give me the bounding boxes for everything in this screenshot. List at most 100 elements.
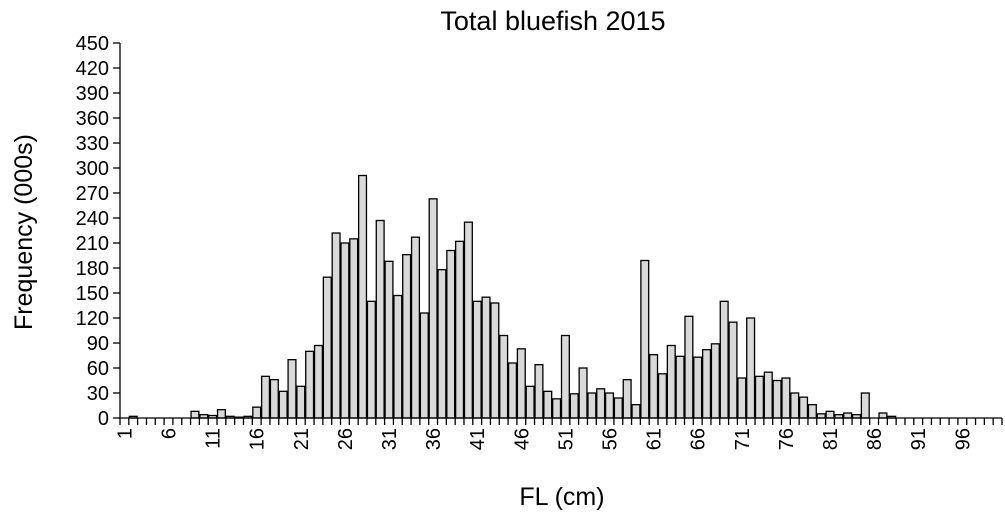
bar-25 <box>331 232 341 419</box>
y-tick-label: 450 <box>76 33 109 55</box>
chart-title: Total bluefish 2015 <box>440 6 665 36</box>
y-tick-label: 300 <box>76 158 109 180</box>
bar-38 <box>446 249 456 419</box>
bar-43 <box>490 302 500 419</box>
bar-55 <box>596 388 606 419</box>
bar-77 <box>790 392 800 419</box>
bar-56 <box>604 392 615 419</box>
bar-42 <box>481 296 491 419</box>
bar-22 <box>305 350 315 419</box>
bar-47 <box>525 385 535 419</box>
bar-36 <box>428 198 438 419</box>
bar-53 <box>578 367 588 419</box>
bar-83 <box>843 412 853 419</box>
bar-72 <box>746 317 756 419</box>
x-tick-label: 16 <box>247 428 269 450</box>
bar-9 <box>190 410 200 419</box>
bar-78 <box>798 396 809 419</box>
bar-19 <box>278 390 288 419</box>
bar-49 <box>543 390 553 419</box>
bar-70 <box>728 321 738 419</box>
bar-65 <box>684 315 694 419</box>
bar-52 <box>569 393 579 419</box>
bar-87 <box>878 412 888 419</box>
bar-21 <box>296 385 306 419</box>
y-tick-label: 60 <box>87 358 109 380</box>
x-tick-label: 56 <box>600 428 622 450</box>
bar-81 <box>825 410 835 419</box>
bar-74 <box>763 371 773 419</box>
bar-31 <box>384 260 394 419</box>
bar-60 <box>640 259 650 419</box>
bar-39 <box>455 240 465 419</box>
x-tick-label: 51 <box>555 428 577 450</box>
bar-24 <box>322 276 332 419</box>
x-tick-label: 31 <box>379 428 401 450</box>
bar-68 <box>710 343 720 419</box>
bar-46 <box>516 348 526 419</box>
bar-62 <box>657 373 667 419</box>
bar-71 <box>737 377 747 419</box>
y-tick-label: 270 <box>76 183 109 205</box>
bar-29 <box>366 300 376 419</box>
bar-63 <box>666 344 676 419</box>
bar-16 <box>252 406 262 419</box>
y-tick-label: 360 <box>76 108 109 130</box>
x-tick-label: 91 <box>908 428 930 450</box>
bar-79 <box>807 404 817 419</box>
bar-33 <box>402 254 412 419</box>
bar-76 <box>781 377 791 419</box>
bar-26 <box>340 242 350 419</box>
bar-23 <box>313 344 324 419</box>
bar-59 <box>631 404 641 419</box>
bar-20 <box>287 359 297 419</box>
x-axis-label: FL (cm) <box>519 483 604 511</box>
x-tick-label: 21 <box>291 428 313 450</box>
y-tick-label: 240 <box>76 208 109 230</box>
y-tick-label: 120 <box>76 308 109 330</box>
bar-27 <box>349 238 359 419</box>
bar-67 <box>701 349 712 419</box>
bar-51 <box>560 334 570 419</box>
x-tick-label: 41 <box>467 428 489 450</box>
bar-18 <box>269 379 279 419</box>
y-tick-label: 210 <box>76 233 109 255</box>
y-tick-label: 390 <box>76 83 109 105</box>
x-tick-label: 86 <box>864 428 886 450</box>
bar-44 <box>499 334 509 419</box>
bar-12 <box>216 409 226 419</box>
x-tick-label: 71 <box>732 428 754 450</box>
y-tick-label: 420 <box>76 58 109 80</box>
y-axis: 0 30 60 90 120 150 180 210 240 270 300 330 360 390 420… <box>76 33 121 430</box>
bars-group <box>128 174 897 419</box>
bar-75 <box>772 379 782 419</box>
y-tick-label: 30 <box>87 383 109 405</box>
y-tick-label: 150 <box>76 283 109 305</box>
x-tick-label: 36 <box>423 428 445 450</box>
bar-66 <box>693 356 703 419</box>
x-tick-label: 1 <box>114 428 136 439</box>
bar-48 <box>534 364 544 419</box>
x-tick-label: 66 <box>688 428 710 450</box>
x-tick-label: 26 <box>335 428 357 450</box>
bar-32 <box>393 294 403 419</box>
x-tick-label: 96 <box>952 428 974 450</box>
x-axis: 1 6 11 16 21 26 31 36 41 46 51 56 61 66 71 76 81 86 91 96 <box>114 417 1003 450</box>
x-tick-label: 61 <box>644 428 666 450</box>
bar-35 <box>419 312 429 419</box>
bar-30 <box>375 219 385 419</box>
bar-57 <box>613 397 623 419</box>
bar-17 <box>260 375 271 419</box>
x-tick-label: 81 <box>820 428 842 450</box>
y-tick-label: 180 <box>76 258 109 280</box>
x-tick-label: 46 <box>511 428 533 450</box>
bar-54 <box>587 392 597 419</box>
x-tick-label: 11 <box>203 428 225 449</box>
bar-28 <box>357 174 368 419</box>
bar-45 <box>507 362 518 419</box>
x-tick-label: 6 <box>159 428 181 439</box>
bar-69 <box>719 300 729 419</box>
bar-34 <box>410 236 421 419</box>
y-tick-label: 90 <box>87 333 109 355</box>
